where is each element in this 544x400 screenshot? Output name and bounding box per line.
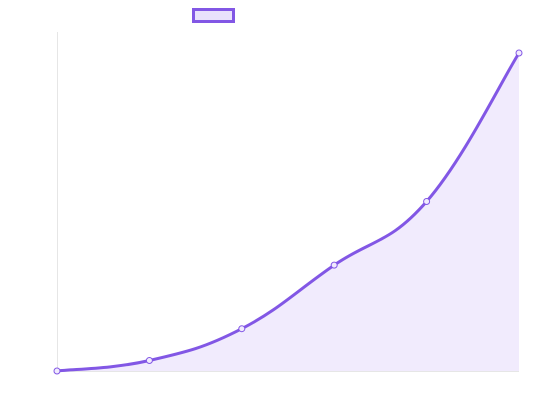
series-area: [57, 53, 519, 371]
legend: [192, 8, 235, 23]
data-point-5[interactable]: [515, 49, 523, 57]
data-point-0[interactable]: [53, 367, 61, 375]
axes: [57, 32, 519, 372]
data-point-1[interactable]: [145, 357, 153, 365]
data-point-2[interactable]: [238, 325, 246, 333]
data-point-4[interactable]: [423, 198, 431, 206]
data-points: [53, 49, 523, 375]
data-point-3[interactable]: [330, 261, 338, 269]
legend-swatch[interactable]: [192, 8, 235, 23]
